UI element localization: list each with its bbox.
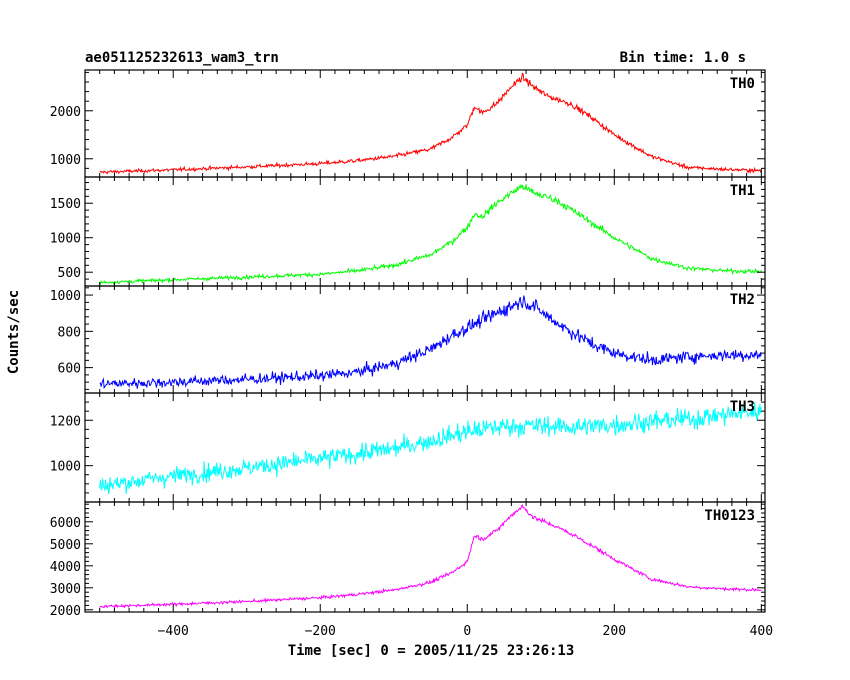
series-line-th2 xyxy=(99,295,762,390)
series-line-th3 xyxy=(99,402,762,495)
y-tick-label: 1500 xyxy=(50,197,81,212)
x-tick-label: 200 xyxy=(603,624,626,639)
y-tick-label: 3000 xyxy=(50,582,81,597)
x-tick-label: 0 xyxy=(463,624,471,639)
panel-th0: 1000 2000 TH0 xyxy=(50,69,766,178)
y-tick-label: 2000 xyxy=(50,604,81,619)
bin-time-label: Bin time: 1.0 s xyxy=(620,50,746,66)
series-line-th0 xyxy=(99,72,762,175)
y-tick-label: 500 xyxy=(58,266,81,281)
series-line-th0123 xyxy=(99,504,762,609)
y-tick-label: 1000 xyxy=(50,460,81,475)
chart-title: ae051125232613_wam3_trn xyxy=(85,50,279,66)
x-tick-label: 400 xyxy=(750,624,773,639)
series-line-th1 xyxy=(99,183,762,286)
panel-label: TH2 xyxy=(730,292,755,308)
x-tick-label: −400 xyxy=(158,624,189,639)
y-tick-label: 1000 xyxy=(50,289,81,304)
panel-th1: 500 1000 1500 TH1 xyxy=(50,176,766,287)
panel-th3: 1000 1200 TH3 xyxy=(50,392,766,503)
x-tick-label: −200 xyxy=(305,624,336,639)
x-axis-label: Time [sec] 0 = 2005/11/25 23:26:13 xyxy=(288,643,575,659)
panel-frame xyxy=(84,501,766,613)
y-tick-label: 600 xyxy=(58,362,81,377)
panel-label: TH0 xyxy=(730,76,755,92)
y-tick-label: 4000 xyxy=(50,560,81,575)
y-tick-label: 6000 xyxy=(50,516,81,531)
y-tick-label: 800 xyxy=(58,325,81,340)
panel-frame xyxy=(84,392,766,503)
y-tick-label: 1200 xyxy=(50,414,81,429)
panel-th2: 600 800 1000 TH2 xyxy=(50,285,766,394)
y-tick-label: 1000 xyxy=(50,153,81,168)
y-tick-label: 2000 xyxy=(50,105,81,120)
y-tick-label: 5000 xyxy=(50,538,81,553)
panel-label: TH1 xyxy=(730,183,755,199)
panel-frame xyxy=(84,69,766,178)
y-tick-label: 1000 xyxy=(50,232,81,247)
panel-label: TH3 xyxy=(730,399,755,415)
panel-label: TH0123 xyxy=(704,508,755,524)
panel-th0123: 2000 3000 4000 5000 6000 TH0123 xyxy=(50,501,766,619)
y-axis-label: Counts/sec xyxy=(6,290,22,374)
panel-frame xyxy=(84,285,766,394)
panel-frame xyxy=(84,176,766,287)
